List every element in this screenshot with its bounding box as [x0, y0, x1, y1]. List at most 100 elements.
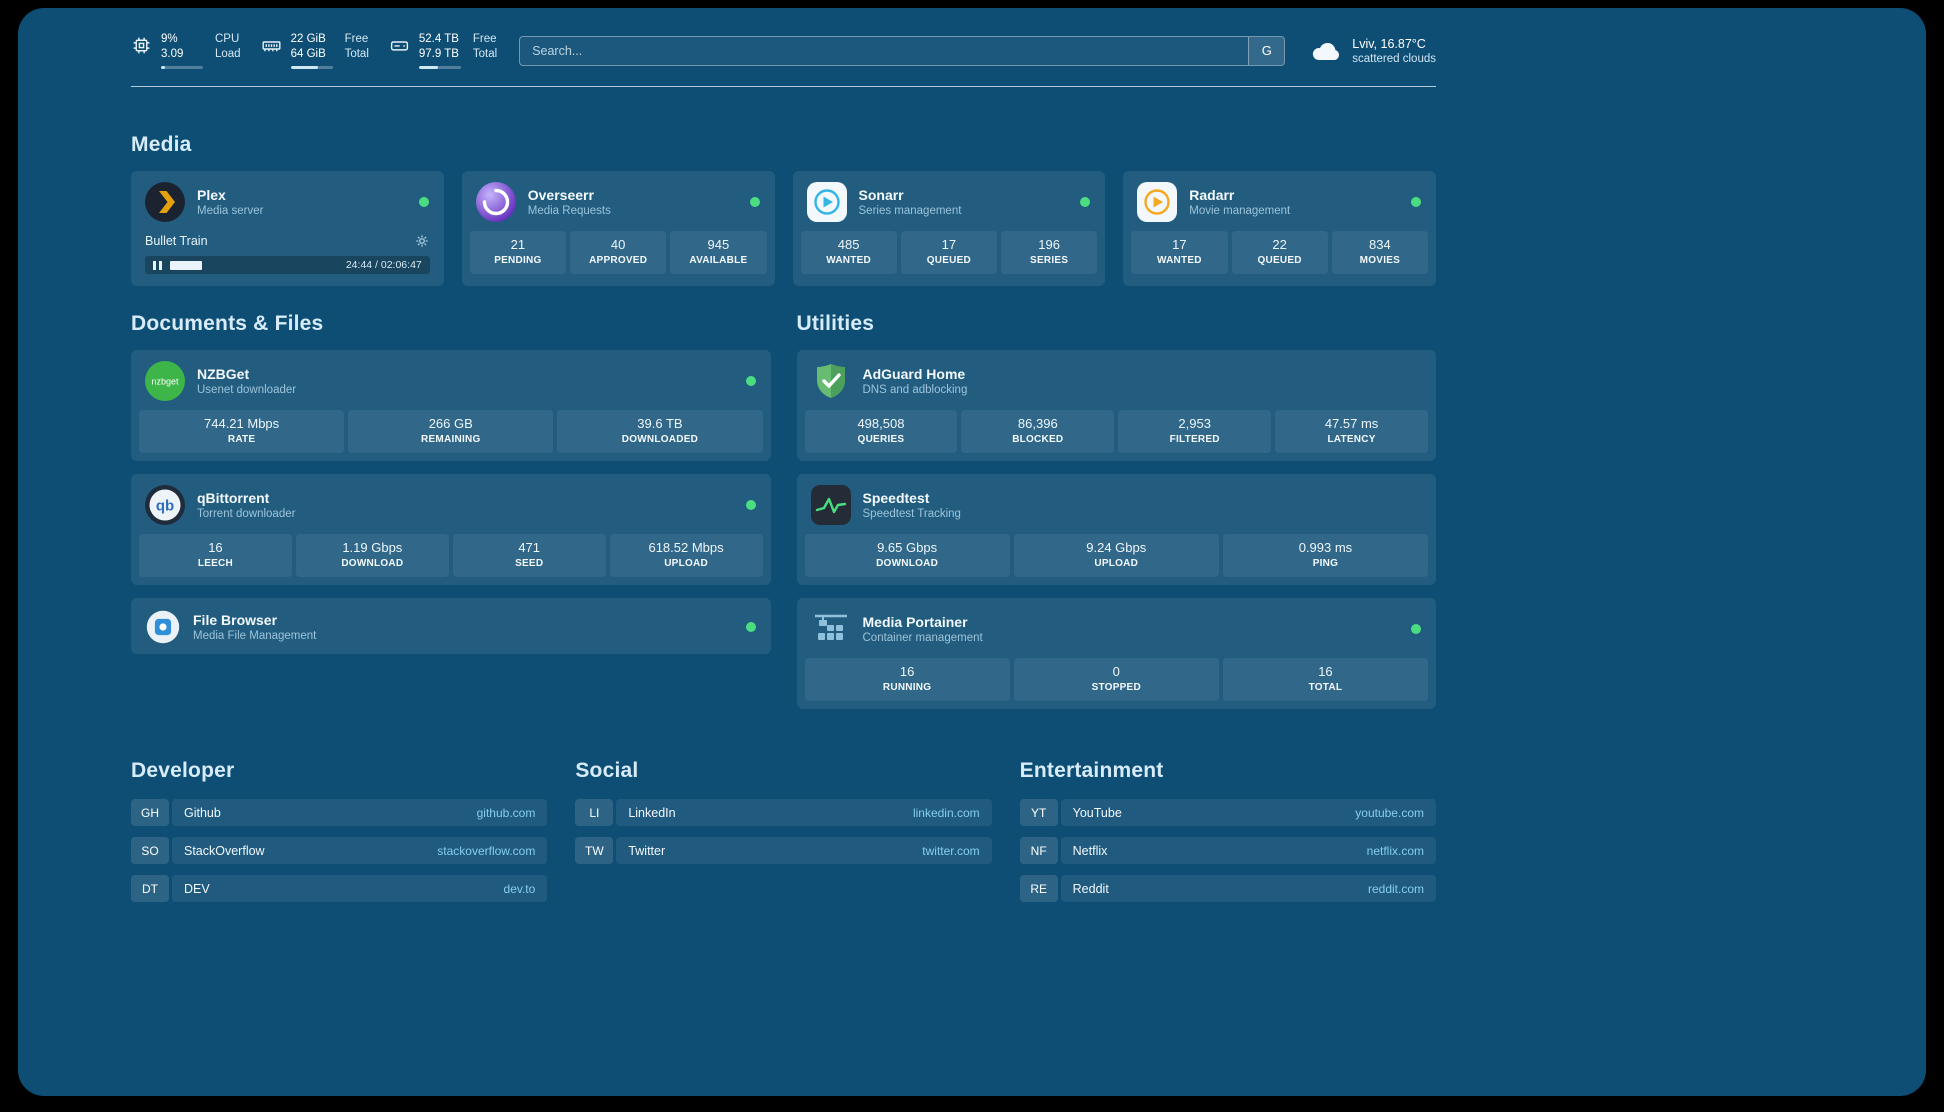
service-title: qBittorrent — [197, 489, 270, 506]
cloud-icon — [1313, 42, 1340, 60]
playback-time: 24:44 / 02:06:47 — [345, 259, 422, 271]
stat-seed: 471 SEED — [452, 534, 606, 577]
stat-queued: 17 QUEUED — [900, 231, 997, 274]
stat-rate: 744.21 Mbps RATE — [139, 410, 345, 453]
stat-upload: 9.24 Gbps UPLOAD — [1013, 534, 1219, 577]
section-heading-entertainment: Entertainment — [1019, 759, 1164, 782]
disk-label-top: Free — [472, 33, 497, 45]
bookmark-domain: linkedin.com — [912, 805, 980, 820]
now-playing-title: Bullet Train — [145, 234, 208, 248]
section-heading-utilities: Utilities — [796, 312, 875, 335]
topbar-divider — [131, 86, 1436, 87]
bookmark-abbr: YT — [1019, 799, 1058, 826]
bookmark-netflix[interactable]: NF Netflix netflix.com — [1019, 837, 1436, 864]
service-title: Speedtest — [862, 489, 930, 506]
pause-button[interactable] — [153, 260, 162, 270]
disk-icon — [390, 41, 408, 51]
memory-label-bottom: Total — [344, 48, 369, 60]
bookmark-domain: netflix.com — [1366, 843, 1424, 858]
status-dot — [749, 197, 760, 207]
bookmark-abbr: RE — [1019, 875, 1058, 902]
cpu-widget: 9% CPU 3.09 Load — [131, 32, 241, 69]
bookmark-youtube[interactable]: YT YouTube youtube.com — [1019, 799, 1436, 826]
stat-upload: 618.52 Mbps UPLOAD — [609, 534, 763, 577]
dashboard: 9% CPU 3.09 Load 22 GiB Free — [18, 8, 1926, 1096]
bookmark-github[interactable]: GH Github github.com — [131, 799, 548, 826]
bookmark-name: LinkedIn — [628, 805, 676, 820]
stat-wanted: 17 WANTED — [1131, 231, 1228, 274]
svg-text:nzbget: nzbget — [151, 377, 179, 387]
stat-queued: 22 QUEUED — [1231, 231, 1328, 274]
speedtest-icon — [810, 485, 851, 525]
weather-condition: scattered clouds — [1352, 52, 1436, 65]
service-subtitle: DNS and adblocking — [862, 383, 968, 396]
section-heading-documents: Documents & Files — [131, 312, 324, 335]
bookmark-reddit[interactable]: RE Reddit reddit.com — [1019, 875, 1436, 902]
service-subtitle: Movie management — [1189, 204, 1291, 217]
status-dot — [1080, 197, 1091, 207]
stat-movies: 834 MOVIES — [1331, 231, 1428, 274]
qbittorrent-icon: qb — [145, 485, 185, 525]
service-card-overseerr[interactable]: Overseerr Media Requests 21 PENDING 40 A… — [461, 171, 775, 286]
service-card-speedtest[interactable]: Speedtest Speedtest Tracking 9.65 Gbps D… — [796, 474, 1436, 585]
service-subtitle: Media server — [197, 204, 264, 217]
bookmark-twitter[interactable]: TW Twitter twitter.com — [575, 837, 992, 864]
memory-free-value: 22 GiB — [290, 33, 326, 45]
stat-blocked: 86,396 BLOCKED — [961, 410, 1115, 453]
service-card-qbittorrent[interactable]: qb qBittorrent Torrent downloader 16 — [131, 474, 771, 585]
stat-ping: 0.993 ms PING — [1222, 534, 1429, 577]
stat-download: 9.65 Gbps DOWNLOAD — [804, 534, 1010, 577]
topbar: 9% CPU 3.09 Load 22 GiB Free — [131, 32, 1436, 69]
search-engine-button[interactable]: G — [1248, 36, 1285, 65]
bookmark-name: Reddit — [1072, 881, 1109, 896]
sonarr-icon — [806, 182, 847, 222]
bookmark-domain: youtube.com — [1355, 805, 1424, 820]
service-card-adguard[interactable]: AdGuard Home DNS and adblocking 498,508 … — [796, 350, 1436, 461]
memory-widget: 22 GiB Free 64 GiB Total — [261, 32, 369, 69]
bookmark-abbr: GH — [131, 799, 169, 826]
svg-text:qb: qb — [156, 498, 174, 515]
search-input[interactable] — [520, 36, 1249, 65]
bookmark-domain: github.com — [476, 805, 536, 820]
cpu-progress-bar — [161, 66, 203, 69]
bookmark-name: YouTube — [1072, 805, 1122, 820]
memory-icon — [262, 41, 281, 52]
service-card-sonarr[interactable]: Sonarr Series management 485 WANTED 17 Q… — [792, 171, 1106, 286]
service-subtitle: Container management — [862, 631, 983, 644]
service-card-filebrowser[interactable]: File Browser Media File Management — [131, 598, 771, 654]
bookmark-stackoverflow[interactable]: SO StackOverflow stackoverflow.com — [131, 837, 548, 864]
utilities-column: Utilities AdGuard Home DNS — [796, 312, 1436, 709]
bookmark-domain: twitter.com — [922, 843, 980, 858]
nzbget-icon: nzbget — [145, 361, 185, 401]
memory-total-value: 64 GiB — [290, 48, 326, 60]
service-card-plex[interactable]: Plex Media server Bullet Train — [131, 171, 444, 286]
disk-label-bottom: Total — [472, 48, 498, 60]
gear-icon[interactable] — [414, 233, 430, 249]
radarr-icon — [1137, 182, 1178, 222]
stat-approved: 40 APPROVED — [570, 231, 667, 274]
stat-download: 1.19 Gbps DOWNLOAD — [295, 534, 449, 577]
bookmark-domain: stackoverflow.com — [437, 843, 536, 858]
bookmark-abbr: DT — [131, 875, 169, 902]
service-title: File Browser — [193, 611, 278, 628]
cpu-usage-value: 9% — [161, 33, 178, 45]
service-title: Radarr — [1189, 186, 1235, 203]
bookmark-dev[interactable]: DT DEV dev.to — [131, 875, 548, 902]
bookmark-group-social: Social LI LinkedIn linkedin.com TW Twitt… — [575, 759, 992, 902]
stat-available: 945 AVAILABLE — [670, 231, 767, 274]
playback-bar: 24:44 / 02:06:47 — [145, 256, 430, 274]
playback-progress-track[interactable] — [169, 260, 338, 270]
service-card-nzbget[interactable]: nzbget NZBGet Usenet downloader 744.21 M… — [131, 350, 771, 461]
section-heading-developer: Developer — [131, 759, 235, 782]
status-dot — [745, 622, 756, 632]
memory-label-top: Free — [344, 33, 369, 45]
playback-progress-fill — [169, 260, 203, 270]
service-title: NZBGet — [197, 365, 250, 382]
cpu-label-bottom: Load — [215, 48, 241, 60]
stat-wanted: 485 WANTED — [800, 231, 897, 274]
service-card-portainer[interactable]: Media Portainer Container management 16 … — [796, 598, 1436, 709]
bookmark-linkedin[interactable]: LI LinkedIn linkedin.com — [575, 799, 992, 826]
service-card-radarr[interactable]: Radarr Movie management 17 WANTED 22 QUE… — [1123, 171, 1436, 286]
bookmark-name: Netflix — [1072, 843, 1108, 858]
stat-series: 196 SERIES — [1001, 231, 1098, 274]
